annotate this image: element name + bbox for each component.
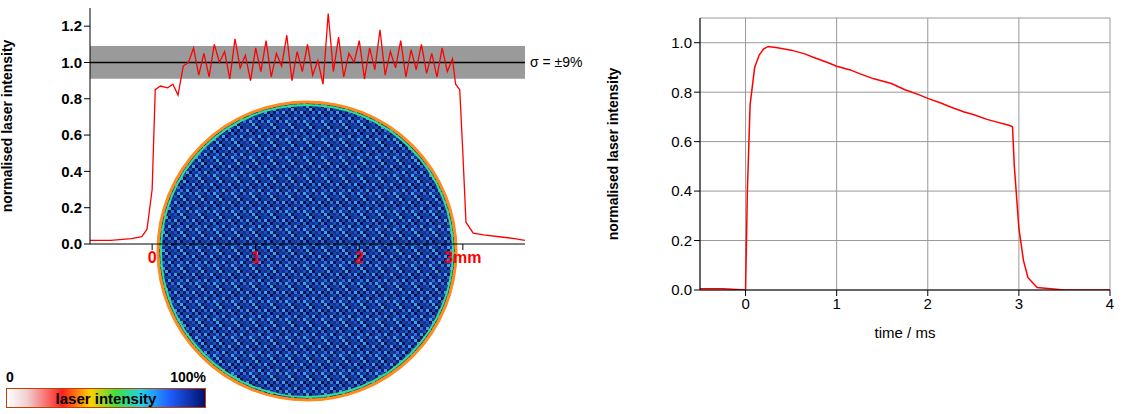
svg-text:2: 2 [355,249,364,266]
svg-text:0.0: 0.0 [61,235,82,252]
svg-text:2: 2 [924,295,932,312]
svg-text:σ = ±9%: σ = ±9% [530,54,583,70]
svg-text:1.0: 1.0 [61,54,82,71]
svg-text:0.6: 0.6 [61,126,82,143]
svg-text:time / ms: time / ms [875,324,936,341]
svg-text:1: 1 [251,249,260,266]
svg-text:1.2: 1.2 [61,17,82,34]
html-text:0: 0 [6,369,14,385]
svg-text:0.4: 0.4 [671,182,692,199]
svg-text:0.8: 0.8 [61,90,82,107]
svg-text:0.2: 0.2 [61,199,82,216]
svg-text:0.6: 0.6 [671,133,692,150]
svg-text:3mm: 3mm [444,249,481,266]
svg-text:0.8: 0.8 [671,84,692,101]
svg-text:0: 0 [148,249,157,266]
svg-text:1: 1 [832,295,840,312]
html-text:100%: 100% [170,369,206,385]
svg-text:normalised laser intensity: normalised laser intensity [0,39,15,212]
svg-text:0.4: 0.4 [61,163,83,180]
svg-text:normalised laser intensity: normalised laser intensity [605,67,621,240]
svg-text:0: 0 [741,295,749,312]
svg-text:0.2: 0.2 [671,232,692,249]
svg-text:4: 4 [1106,295,1114,312]
svg-text:1.0: 1.0 [671,34,692,51]
svg-text:3: 3 [1015,295,1023,312]
html-text:laser intensity: laser intensity [55,389,157,407]
svg-text:0.0: 0.0 [671,281,692,298]
